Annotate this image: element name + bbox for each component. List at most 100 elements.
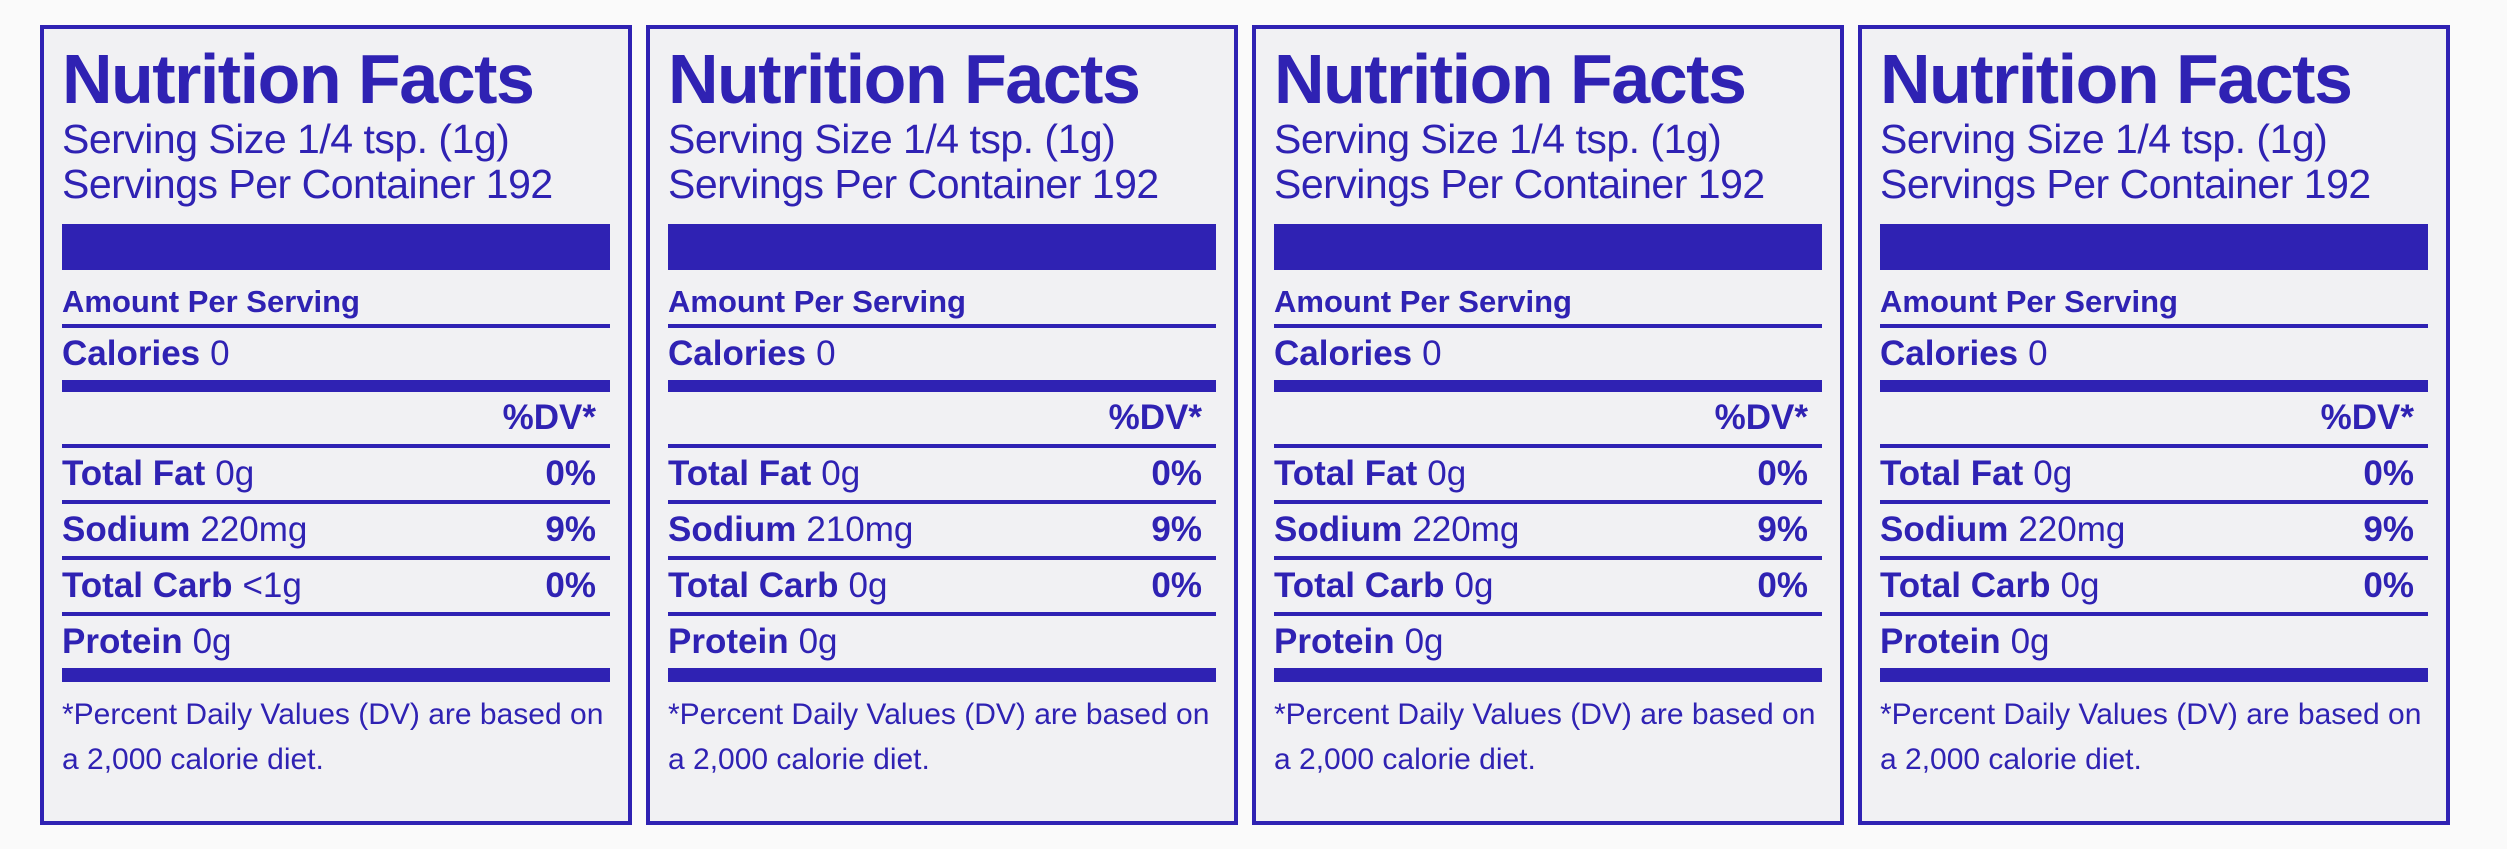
nutrient-amount: 0 (2028, 334, 2048, 374)
nutrient-row: Protein 0g (668, 616, 1216, 683)
nutrient-name: Protein (1880, 622, 2001, 662)
nutrient-amount: 0g (2010, 622, 2050, 662)
amount-per-serving: Amount Per Serving (1274, 284, 1822, 329)
serving-size: Serving Size 1/4 tsp. (1g) (668, 115, 1116, 162)
nutrient-amount: 210mg (806, 510, 914, 550)
nutrition-label: Nutrition Facts Serving Size 1/4 tsp. (1g… (1252, 25, 1844, 825)
nutrient-name: Calories (62, 334, 201, 374)
nutrient-amount: <1g (242, 566, 302, 606)
dv-header: %DV* (1714, 398, 1808, 438)
nutrient-name: Protein (1274, 622, 1395, 662)
dv-header: %DV* (502, 398, 596, 438)
nutrient-dv: 0% (1151, 454, 1202, 494)
nutrient-name: Calories (668, 334, 807, 374)
footnote: *Percent Daily Values (DV) are based on … (1274, 698, 1816, 777)
nutrient-row: Total Carb 0g 0% (1274, 560, 1822, 617)
label-title: Nutrition Facts (1274, 40, 1747, 118)
nutrient-amount: 0 (210, 334, 230, 374)
amount-per-serving: Amount Per Serving (1880, 284, 2428, 329)
nutrient-amount: 0g (1404, 622, 1444, 662)
nutrient-row: Total Carb <1g 0% (62, 560, 610, 617)
nutrient-amount: 0g (848, 566, 888, 606)
nutrient-dv: 9% (545, 510, 596, 550)
nutrition-label: Nutrition Facts Serving Size 1/4 tsp. (1g… (646, 25, 1238, 825)
amount-per-serving: Amount Per Serving (62, 284, 610, 329)
dv-header: %DV* (2320, 398, 2414, 438)
nutrient-name: Total Carb (668, 566, 839, 606)
label-title: Nutrition Facts (1880, 40, 2353, 118)
nutrient-row: Sodium 220mg 9% (1880, 504, 2428, 561)
servings-per-container: Servings Per Container 192 (668, 161, 1159, 208)
nutrient-name: Sodium (668, 510, 797, 550)
nutrient-name: Total Fat (1274, 454, 1418, 494)
nutrient-dv: 0% (545, 566, 596, 606)
calories-row: Calories 0 (62, 328, 610, 393)
nutrient-name: Total Carb (1274, 566, 1445, 606)
dv-header: %DV* (1108, 398, 1202, 438)
label-title: Nutrition Facts (62, 40, 535, 118)
nutrient-name: Calories (1880, 334, 2019, 374)
serving-size: Serving Size 1/4 tsp. (1g) (1880, 115, 2328, 162)
nutrition-label: Nutrition Facts Serving Size 1/4 tsp. (1g… (1858, 25, 2450, 825)
serving-size: Serving Size 1/4 tsp. (1g) (1274, 115, 1722, 162)
nutrient-row: Protein 0g (1880, 616, 2428, 683)
dv-header-row: %DV* (1880, 392, 2428, 449)
nutrient-amount: 0 (1422, 334, 1442, 374)
dv-header-row: %DV* (62, 392, 610, 449)
nutrient-name: Total Fat (62, 454, 206, 494)
serving-size: Serving Size 1/4 tsp. (1g) (62, 115, 510, 162)
nutrient-name: Total Carb (62, 566, 233, 606)
footnote: *Percent Daily Values (DV) are based on … (62, 698, 604, 777)
servings-per-container: Servings Per Container 192 (1274, 161, 1765, 208)
nutrient-amount: 0g (215, 454, 255, 494)
nutrient-dv: 9% (1151, 510, 1202, 550)
label-title: Nutrition Facts (668, 40, 1141, 118)
header-bar (1880, 224, 2428, 271)
calories-row: Calories 0 (1274, 328, 1822, 393)
header-bar (62, 224, 610, 271)
header-bar (1274, 224, 1822, 271)
nutrient-row: Total Fat 0g 0% (62, 448, 610, 505)
header-bar (668, 224, 1216, 271)
nutrient-amount: 0g (2033, 454, 2073, 494)
nutrient-amount: 0g (1454, 566, 1494, 606)
nutrient-row: Total Carb 0g 0% (668, 560, 1216, 617)
nutrient-dv: 9% (2363, 510, 2414, 550)
nutrient-row: Total Fat 0g 0% (1880, 448, 2428, 505)
nutrient-row: Protein 0g (1274, 616, 1822, 683)
nutrition-label: Nutrition Facts Serving Size 1/4 tsp. (1g… (40, 25, 632, 825)
footnote: *Percent Daily Values (DV) are based on … (1880, 698, 2422, 777)
nutrient-name: Calories (1274, 334, 1413, 374)
nutrient-name: Protein (668, 622, 789, 662)
nutrient-row: Total Fat 0g 0% (668, 448, 1216, 505)
nutrient-amount: 0 (816, 334, 836, 374)
nutrient-amount: 220mg (1412, 510, 1520, 550)
nutrient-dv: 0% (2363, 566, 2414, 606)
nutrient-amount: 220mg (200, 510, 308, 550)
nutrient-dv: 0% (545, 454, 596, 494)
amount-per-serving: Amount Per Serving (668, 284, 1216, 329)
dv-header-row: %DV* (668, 392, 1216, 449)
nutrient-amount: 0g (821, 454, 861, 494)
nutrient-dv: 0% (1757, 566, 1808, 606)
nutrient-dv: 0% (2363, 454, 2414, 494)
nutrient-amount: 0g (1427, 454, 1467, 494)
nutrient-row: Protein 0g (62, 616, 610, 683)
calories-row: Calories 0 (1880, 328, 2428, 393)
nutrient-amount: 0g (192, 622, 232, 662)
nutrient-dv: 9% (1757, 510, 1808, 550)
nutrient-name: Sodium (1880, 510, 2009, 550)
nutrient-name: Protein (62, 622, 183, 662)
calories-row: Calories 0 (668, 328, 1216, 393)
nutrient-amount: 0g (2060, 566, 2100, 606)
nutrient-amount: 220mg (2018, 510, 2126, 550)
servings-per-container: Servings Per Container 192 (1880, 161, 2371, 208)
nutrient-dv: 0% (1757, 454, 1808, 494)
servings-per-container: Servings Per Container 192 (62, 161, 553, 208)
nutrient-row: Sodium 210mg 9% (668, 504, 1216, 561)
nutrient-name: Total Carb (1880, 566, 2051, 606)
nutrient-row: Sodium 220mg 9% (62, 504, 610, 561)
dv-header-row: %DV* (1274, 392, 1822, 449)
